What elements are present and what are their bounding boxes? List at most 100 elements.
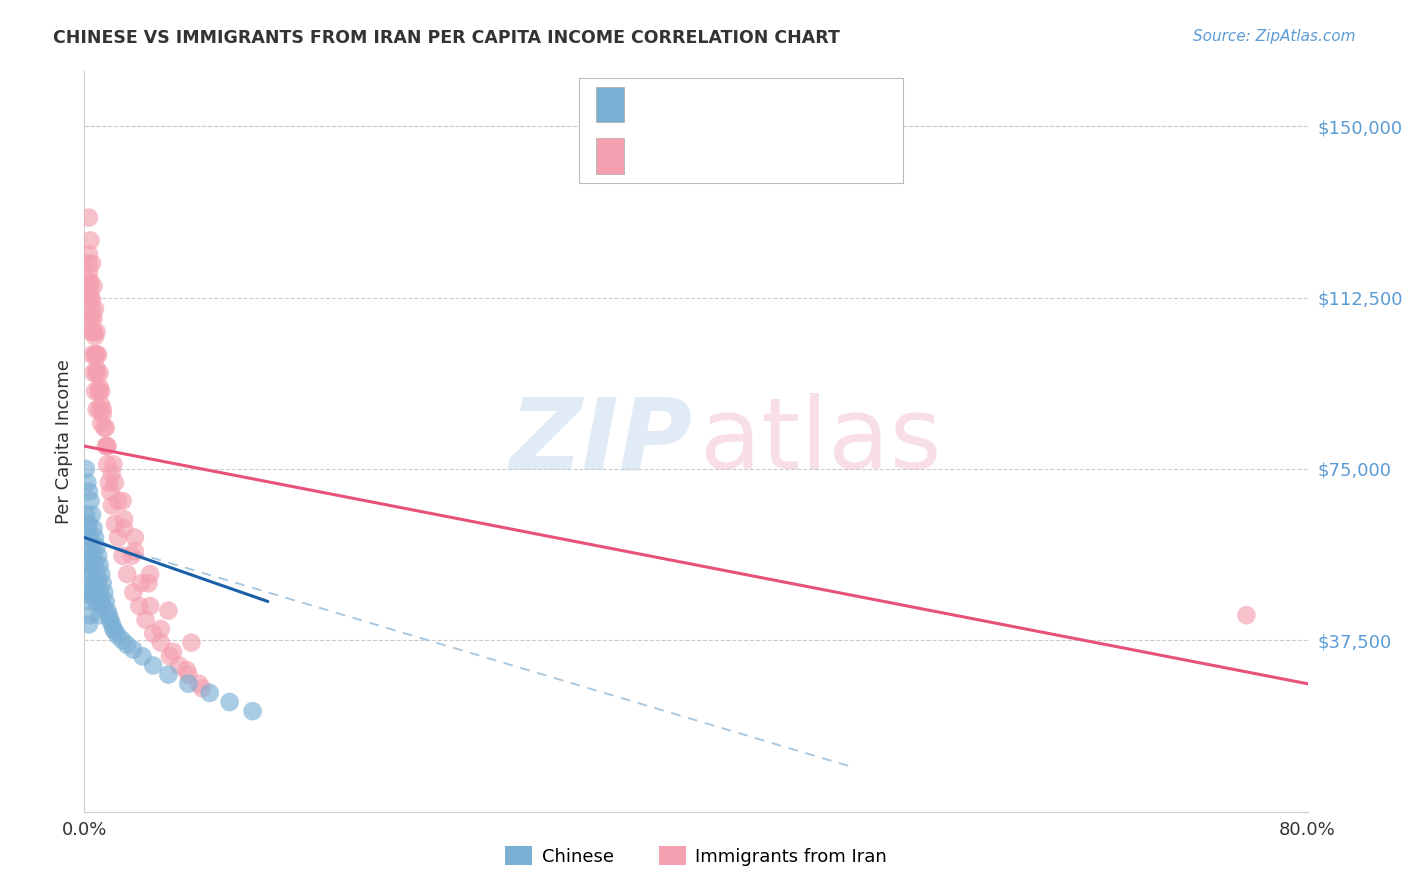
Text: Source: ZipAtlas.com: Source: ZipAtlas.com bbox=[1192, 29, 1355, 44]
Point bbox=[104, 516, 127, 531]
Point bbox=[80, 311, 103, 326]
Point bbox=[84, 329, 107, 343]
Point bbox=[191, 681, 214, 696]
Point bbox=[87, 384, 110, 399]
Point bbox=[80, 348, 103, 362]
Point bbox=[84, 348, 107, 362]
Point bbox=[77, 544, 100, 558]
Point bbox=[80, 590, 103, 604]
Text: -0.278: -0.278 bbox=[678, 147, 735, 165]
Text: ZIP: ZIP bbox=[509, 393, 692, 490]
Point bbox=[89, 585, 111, 599]
Point bbox=[79, 558, 101, 572]
Point bbox=[218, 695, 240, 709]
Point bbox=[90, 398, 112, 412]
Point bbox=[93, 585, 115, 599]
Point bbox=[96, 604, 118, 618]
Point bbox=[86, 361, 108, 376]
Point bbox=[112, 521, 135, 535]
Point bbox=[107, 629, 129, 643]
Point bbox=[96, 439, 118, 453]
Point bbox=[142, 658, 165, 673]
Point bbox=[77, 247, 100, 261]
Point bbox=[80, 293, 103, 307]
Point bbox=[84, 558, 107, 572]
Point bbox=[89, 402, 111, 417]
Point bbox=[83, 521, 105, 535]
Point bbox=[101, 467, 124, 481]
Point bbox=[94, 421, 117, 435]
Point bbox=[77, 311, 100, 326]
Point bbox=[89, 380, 111, 394]
Point bbox=[242, 704, 264, 718]
Point bbox=[198, 686, 221, 700]
Point bbox=[89, 366, 111, 380]
Point bbox=[80, 508, 103, 522]
Point bbox=[90, 384, 112, 399]
Text: R =: R = bbox=[638, 95, 678, 113]
Point bbox=[157, 604, 180, 618]
Point bbox=[79, 325, 101, 339]
Point bbox=[83, 325, 105, 339]
Point bbox=[122, 642, 145, 657]
Point bbox=[83, 366, 105, 380]
Point bbox=[80, 256, 103, 270]
Point bbox=[177, 677, 200, 691]
Point bbox=[97, 608, 120, 623]
Point bbox=[87, 348, 110, 362]
Point bbox=[79, 608, 101, 623]
Point bbox=[94, 594, 117, 608]
Point bbox=[93, 421, 115, 435]
Point bbox=[111, 494, 134, 508]
Point bbox=[128, 599, 150, 613]
Point bbox=[124, 544, 146, 558]
Point bbox=[97, 475, 120, 490]
Point bbox=[76, 553, 98, 567]
Point bbox=[77, 484, 100, 499]
Point bbox=[89, 384, 111, 399]
Point bbox=[111, 549, 134, 563]
Point bbox=[75, 508, 97, 522]
Point bbox=[79, 234, 101, 248]
Point bbox=[80, 567, 103, 582]
Text: N =: N = bbox=[737, 95, 794, 113]
Point bbox=[86, 567, 108, 582]
Point bbox=[91, 402, 114, 417]
Point bbox=[77, 567, 100, 582]
Point bbox=[87, 576, 110, 591]
Point bbox=[107, 531, 129, 545]
Point bbox=[101, 499, 124, 513]
Point bbox=[86, 348, 108, 362]
Point bbox=[84, 384, 107, 399]
Point bbox=[115, 567, 138, 582]
Point bbox=[84, 301, 107, 316]
Point bbox=[86, 540, 108, 554]
Point bbox=[75, 462, 97, 476]
Text: CHINESE VS IMMIGRANTS FROM IRAN PER CAPITA INCOME CORRELATION CHART: CHINESE VS IMMIGRANTS FROM IRAN PER CAPI… bbox=[53, 29, 841, 46]
Point bbox=[180, 635, 202, 649]
Point bbox=[157, 667, 180, 681]
Point bbox=[77, 211, 100, 225]
Point bbox=[79, 581, 101, 595]
Point bbox=[112, 512, 135, 526]
Point bbox=[139, 599, 162, 613]
Point bbox=[77, 594, 100, 608]
Point bbox=[83, 576, 105, 591]
Point bbox=[122, 585, 145, 599]
Point bbox=[91, 599, 114, 613]
Point bbox=[131, 649, 153, 664]
Point bbox=[91, 407, 114, 421]
Point bbox=[177, 667, 200, 681]
Point bbox=[86, 325, 108, 339]
Point bbox=[87, 549, 110, 563]
Point bbox=[94, 439, 117, 453]
Point bbox=[79, 275, 101, 289]
Point bbox=[83, 325, 105, 339]
Point bbox=[104, 624, 127, 639]
Point bbox=[135, 613, 157, 627]
Point bbox=[98, 613, 121, 627]
Point bbox=[103, 622, 125, 636]
Point bbox=[149, 622, 172, 636]
Point bbox=[83, 279, 105, 293]
Point bbox=[79, 494, 101, 508]
